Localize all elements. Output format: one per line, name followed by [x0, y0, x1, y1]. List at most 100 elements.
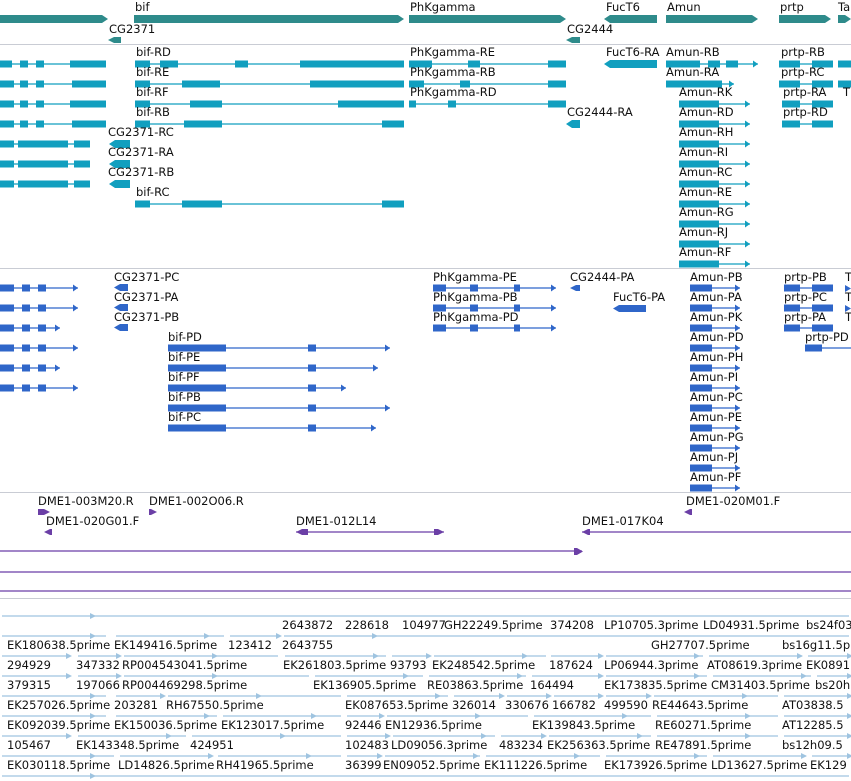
est-label[interactable]: EK261803.5prime: [283, 658, 387, 672]
protein-label-amun-pd[interactable]: Amun-PD: [690, 330, 744, 344]
est-arrow[interactable]: [276, 633, 282, 639]
transcript-phkgamma-rb-exon[interactable]: [409, 80, 424, 88]
est-label[interactable]: 36399: [345, 758, 382, 772]
est-arrow[interactable]: [166, 733, 172, 739]
est-label[interactable]: bs16g11.5prime: [782, 638, 851, 652]
clone-dme1-012l14-right[interactable]: [434, 529, 444, 535]
transcript-ta-1-exon[interactable]: [838, 60, 851, 68]
clone-long-1-end[interactable]: [574, 548, 583, 555]
est-label[interactable]: EK180638.5prime: [7, 638, 111, 652]
transcript-amun-ra-arrow[interactable]: [729, 80, 734, 88]
clone-dme1-012l14-left[interactable]: [296, 529, 308, 535]
est-arrow[interactable]: [637, 733, 643, 739]
est-arrow[interactable]: [646, 693, 652, 699]
est-arrow[interactable]: [745, 713, 751, 719]
est-label[interactable]: 228618: [345, 618, 389, 632]
est-label[interactable]: 424951: [190, 738, 234, 752]
protein-bif-4-arrow[interactable]: [371, 424, 376, 432]
transcript-left-7-exon[interactable]: [0, 180, 14, 188]
protein-left-0-exon[interactable]: [0, 284, 14, 292]
transcript-phkgamma-re-exon[interactable]: [409, 60, 432, 68]
protein-label-amun-pa[interactable]: Amun-PA: [690, 290, 742, 304]
transcript-amun-rb-exon[interactable]: [666, 60, 700, 68]
protein-amun-2-exon[interactable]: [690, 324, 712, 332]
protein-amun-7-arrow[interactable]: [735, 424, 740, 432]
protein-left-0-exon[interactable]: [38, 284, 46, 292]
gene-label-cg2371[interactable]: CG2371: [109, 22, 156, 36]
transcript-bif-re-exon[interactable]: [310, 80, 404, 88]
est-label[interactable]: 92446: [345, 718, 382, 732]
protein-label-amun-pi[interactable]: Amun-PI: [690, 370, 739, 384]
est-label[interactable]: bs12h09.5: [782, 738, 843, 752]
est-label[interactable]: EK0891: [806, 658, 851, 672]
protein-phkgamma-pe-arrow[interactable]: [551, 284, 556, 292]
protein-left-1-exon[interactable]: [0, 304, 14, 312]
transcript-amun-6-exon[interactable]: [679, 220, 719, 228]
est-arrow[interactable]: [90, 713, 96, 719]
transcript-left-3-exon[interactable]: [70, 100, 106, 108]
protein-left-4-exon[interactable]: [22, 364, 30, 372]
protein-label-cg2371-pa[interactable]: CG2371-PA: [114, 290, 179, 304]
protein-bif-0-exon[interactable]: [168, 344, 226, 352]
protein-label-prtp-pd[interactable]: prtp-PD: [805, 330, 849, 344]
est-arrow[interactable]: [847, 713, 851, 719]
transcript-label-fuct6-ra[interactable]: FucT6-RA: [606, 45, 660, 59]
est-arrow[interactable]: [847, 753, 851, 759]
transcript-amun-3-arrow[interactable]: [745, 160, 750, 168]
transcript-left-1-exon[interactable]: [36, 60, 44, 68]
est-label[interactable]: RH67550.5prime: [166, 698, 264, 712]
transcript-prtp-rc-arrow[interactable]: [828, 80, 833, 88]
protein-bif-3-exon[interactable]: [308, 404, 316, 412]
gene-label-fuct6[interactable]: FucT6: [606, 0, 640, 14]
protein-label-cg2371-pc[interactable]: CG2371-PC: [114, 270, 180, 284]
transcript-label-phkgamma-rd[interactable]: PhKgamma-RD: [410, 85, 497, 99]
est-arrow[interactable]: [204, 713, 210, 719]
est-label[interactable]: CM31403.5prime: [711, 678, 811, 692]
protein-phkgamma-pe-exon[interactable]: [514, 284, 520, 292]
protein-amun-10-exon[interactable]: [690, 484, 712, 492]
transcript-prtp-rc-exon[interactable]: [779, 80, 800, 88]
gene-bar-bif[interactable]: [134, 15, 404, 23]
gene-label-prtp[interactable]: prtp: [780, 0, 804, 14]
transcript-label-amun-ra[interactable]: Amun-RA: [666, 65, 720, 79]
est-label[interactable]: GH27707.5prime: [651, 638, 750, 652]
protein-label-amun-pf[interactable]: Amun-PF: [690, 470, 742, 484]
est-label[interactable]: RE60271.5prime: [655, 718, 752, 732]
protein-left-2-exon[interactable]: [22, 324, 30, 332]
transcript-left-4-exon[interactable]: [0, 120, 14, 128]
est-arrow[interactable]: [847, 673, 851, 679]
transcript-label-bif-rf[interactable]: bif-RF: [136, 85, 169, 99]
transcript-bif-rf-exon[interactable]: [338, 100, 404, 108]
protein-phkgamma-pd-exon[interactable]: [514, 324, 520, 332]
protein-label-bif-pf[interactable]: bif-PF: [168, 370, 200, 384]
protein-prtp-pa-exon[interactable]: [784, 324, 800, 332]
gene-bar-ta[interactable]: [838, 15, 851, 23]
transcript-bif-rf-exon[interactable]: [190, 100, 222, 108]
transcript-phkgamma-rb-exon[interactable]: [460, 80, 470, 88]
protein-cg2444-pa[interactable]: [570, 285, 580, 291]
clone-label-dme1-012l14[interactable]: DME1-012L14: [296, 514, 377, 528]
transcript-prtp-rd-arrow[interactable]: [828, 120, 833, 128]
protein-left-3-exon[interactable]: [22, 344, 30, 352]
est-arrow[interactable]: [66, 673, 72, 679]
protein-label-amun-pg[interactable]: Amun-PG: [690, 430, 744, 444]
transcript-amun-0-arrow[interactable]: [745, 100, 750, 108]
transcript-left-5-exon[interactable]: [18, 140, 68, 148]
clone-label-dme1-003m20[interactable]: DME1-003M20.R: [38, 494, 134, 508]
est-label[interactable]: 483234: [499, 738, 543, 752]
est-label[interactable]: 93793: [390, 658, 427, 672]
transcript-bif-re-exon[interactable]: [182, 80, 220, 88]
transcript-left-6-exon[interactable]: [18, 160, 68, 168]
est-arrow[interactable]: [66, 733, 72, 739]
transcript-prtp-rc-exon[interactable]: [812, 80, 833, 88]
protein-phkgamma-pd-arrow[interactable]: [551, 324, 556, 332]
est-label[interactable]: RE47891.5prime: [655, 738, 752, 752]
transcript-label-amun-rc[interactable]: Amun-RC: [679, 165, 733, 179]
est-arrow[interactable]: [622, 713, 628, 719]
transcript-bif-rd-exon[interactable]: [135, 60, 150, 68]
transcript-amun-1-arrow[interactable]: [745, 120, 750, 128]
transcript-bif-rd-arrow[interactable]: [399, 60, 404, 68]
protein-cg2371-pc[interactable]: [114, 284, 128, 291]
est-label[interactable]: EK150036.5prime: [114, 718, 218, 732]
protein-amun-7-exon[interactable]: [690, 424, 712, 432]
